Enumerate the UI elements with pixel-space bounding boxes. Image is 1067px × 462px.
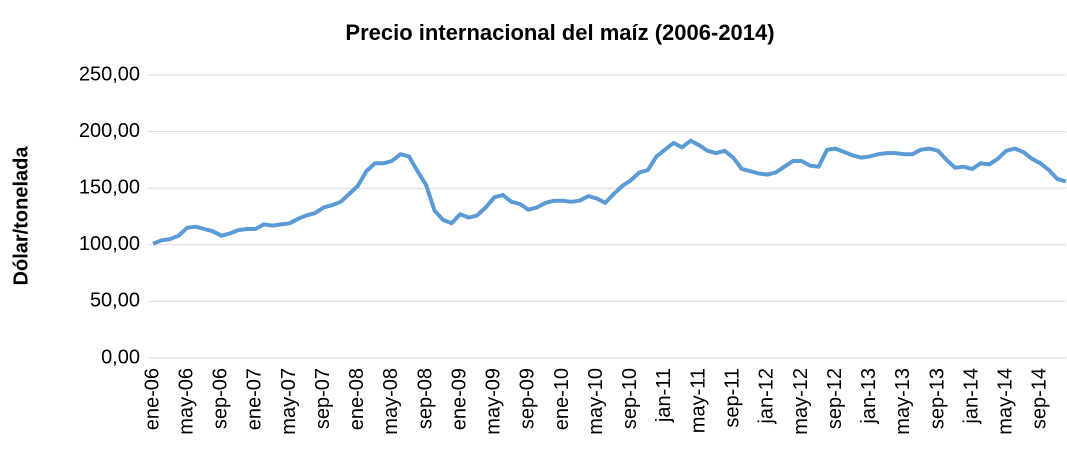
x-tick-label: sep-14 (1029, 368, 1051, 429)
x-tick-label: may-11 (687, 368, 709, 433)
x-tick-label: sep-12 (824, 368, 846, 429)
y-tick-label: 200,00 (79, 120, 140, 142)
x-tick-label: may-14 (995, 368, 1017, 435)
x-tick-label: sep-10 (619, 368, 641, 429)
x-tick-label: jan-13 (858, 368, 880, 425)
x-tick-label: jan-11 (653, 368, 675, 423)
x-tick-label: sep-06 (210, 368, 232, 429)
x-tick-label: may-13 (892, 368, 914, 435)
x-tick-label: jan-12 (756, 368, 778, 425)
data-line (152, 138, 1067, 246)
y-tick-label: 100,00 (79, 233, 140, 255)
x-tick-label: ene-07 (244, 368, 266, 430)
x-tick-label: ene-09 (448, 368, 470, 430)
x-tick-label: may-10 (585, 368, 607, 435)
x-tick-label: may-09 (483, 368, 505, 435)
x-tick-label: jan-14 (960, 368, 982, 425)
x-tick-label: ene-10 (551, 368, 573, 430)
y-tick-label: 0,00 (101, 346, 140, 368)
x-tick-label: may-06 (175, 368, 197, 435)
x-tick-label: ene-06 (141, 368, 163, 430)
x-tick-label: sep-07 (312, 368, 334, 429)
x-tick-label: ene-08 (346, 368, 368, 430)
y-tick-label: 150,00 (79, 176, 140, 198)
x-tick-label: sep-09 (517, 368, 539, 429)
y-axis-label: Dólar/tonelada (10, 146, 32, 286)
y-tick-label: 50,00 (90, 290, 140, 312)
x-tick-label: may-08 (380, 368, 402, 435)
x-tick-label: sep-13 (926, 368, 948, 429)
x-tick-label: may-12 (790, 368, 812, 435)
chart-title: Precio internacional del maíz (2006-2014… (345, 20, 774, 45)
y-tick-label: 250,00 (79, 63, 140, 85)
x-tick-label: sep-11 (722, 368, 744, 428)
x-tick-label: sep-08 (414, 368, 436, 429)
x-tick-label: may-07 (278, 368, 300, 435)
